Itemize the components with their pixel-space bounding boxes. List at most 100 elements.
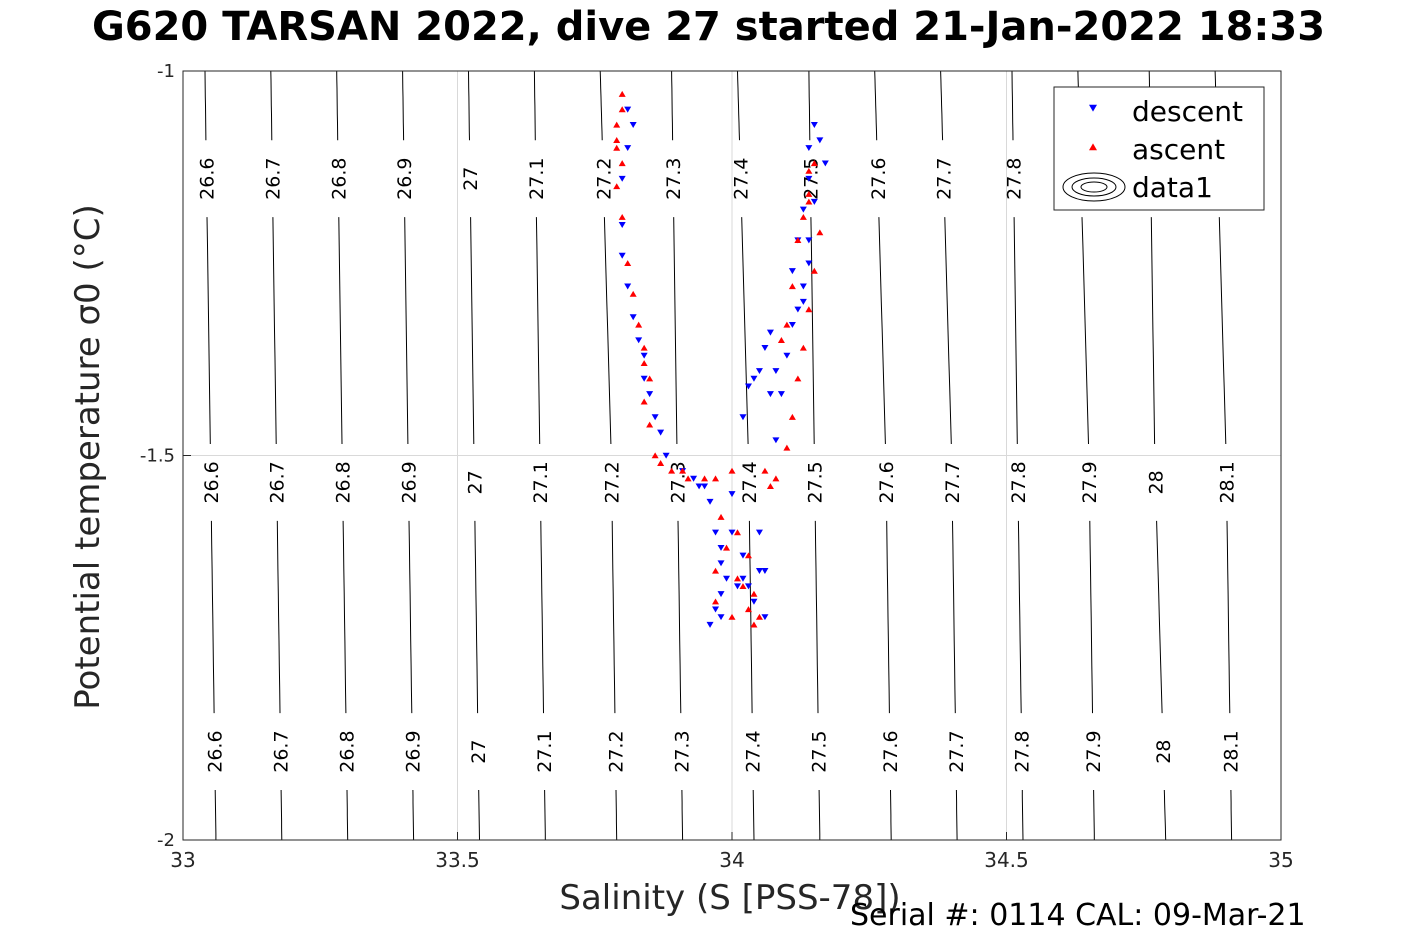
isopycnal-line [1089, 520, 1093, 714]
x-tick-label: 35 [1268, 848, 1293, 872]
isopycnal-label: 27.1 [526, 158, 548, 200]
isopycnal-line [1011, 70, 1014, 141]
isopycnal-line [270, 70, 273, 141]
isopycnal-line [1013, 217, 1018, 445]
isopycnal-line [818, 789, 821, 840]
isopycnal-line [1156, 520, 1163, 714]
x-axis-label: Salinity (S [PSS-78]) [559, 878, 901, 918]
descent-point [657, 429, 665, 436]
descent-point [706, 498, 714, 505]
isopycnal-line [611, 520, 616, 714]
isopycnal-line [204, 70, 207, 141]
ascent-point [750, 621, 758, 628]
isopycnal-label: 26.6 [205, 730, 227, 772]
isopycnal-line [404, 217, 409, 445]
ascent-point [772, 475, 780, 482]
descent-point [624, 283, 632, 290]
isopycnal-label: 27 [468, 740, 490, 764]
descent-point [761, 568, 769, 574]
legend-contour-ring [1062, 172, 1126, 202]
isopycnal-label: 27.9 [1083, 730, 1105, 772]
ascent-point [640, 398, 648, 405]
ascent-point [717, 513, 725, 520]
isopycnal-line [1021, 790, 1024, 841]
isopycnal-label: 26.7 [267, 461, 289, 503]
isopycnal-line [748, 520, 753, 714]
isopycnal-line [478, 789, 480, 841]
descent-point [728, 491, 736, 498]
isopycnal-line [1081, 217, 1089, 445]
descent-point [821, 160, 829, 167]
descent-point [755, 368, 763, 375]
ascent-point [739, 583, 747, 590]
descent-point [640, 375, 648, 382]
isopycnal-line [540, 520, 544, 714]
isopycnal-label: 28.1 [1220, 730, 1242, 772]
isopycnal-label: 28 [1146, 470, 1168, 494]
descent-point [717, 560, 725, 567]
isopycnal-line [944, 217, 952, 445]
descent-point [772, 437, 780, 444]
isopycnal-line [808, 70, 811, 141]
ascent-point [618, 160, 626, 167]
isopycnal-line [1150, 217, 1156, 445]
descent-point [799, 283, 807, 290]
descent-point [733, 583, 741, 590]
isopycnal-label: 27.4 [739, 461, 761, 503]
isopycnal-label: 27.1 [534, 730, 556, 772]
isopycnal-label: 27.6 [880, 730, 902, 772]
isopycnal-label: 28.1 [1217, 461, 1239, 503]
isopycnal-line [681, 789, 684, 841]
isopycnal-label: 27.5 [805, 461, 827, 503]
ascent-point [777, 337, 785, 343]
isopycnal-label: 27.6 [876, 461, 898, 503]
chart-title: G620 TARSAN 2022, dive 27 started 21-Jan… [91, 4, 1326, 50]
y-axis-label: Potential temperature σ0 (°C) [68, 204, 108, 710]
isopycnal-line [468, 70, 470, 141]
descent-point [810, 198, 818, 205]
descent-point [701, 483, 709, 490]
descent-point [646, 391, 654, 398]
descent-point [805, 145, 813, 152]
descent-point [761, 345, 769, 351]
descent-point [618, 222, 626, 228]
ascent-point [712, 598, 720, 605]
isopycnal-label: 27.3 [663, 158, 685, 200]
ascent-point [613, 137, 621, 144]
isopycnal-line [955, 789, 958, 841]
ascent-point [799, 213, 807, 220]
isopycnal-label: 27.8 [1004, 158, 1026, 200]
ascent-point [805, 167, 813, 174]
isopycnal-line [535, 217, 541, 445]
isopycnal-line [402, 70, 405, 141]
legend-ascent-marker [1089, 143, 1097, 151]
y-tick-label: -1.5 [140, 446, 175, 467]
y-tick-label: -2 [157, 830, 175, 851]
descent-point [624, 145, 632, 152]
ascent-point [750, 590, 758, 597]
density-contours: 26.6 26.6 26.6 26.7 26.7 26.7 26.8 26.8 26.8 26.9… [197, 70, 1242, 841]
descent-point [712, 606, 720, 613]
descent-point [805, 175, 813, 182]
isopycnal-line [1218, 217, 1227, 445]
serial-cal-footer: Serial #: 0114 CAL: 09-Mar-21 [850, 898, 1306, 933]
ascent-point [810, 267, 818, 274]
isopycnal-line [1230, 789, 1233, 841]
isopycnal-line [615, 789, 618, 841]
ascent-point [712, 567, 720, 574]
x-tick-label: 34 [719, 848, 744, 872]
isopycnal-label: 27.8 [1012, 730, 1034, 772]
isopycnal-label: 26.7 [262, 158, 284, 200]
isopycnal-label: 26.8 [333, 461, 355, 503]
descent-point [805, 237, 813, 244]
isopycnal-label: 26.6 [201, 461, 223, 503]
isopycnal-label: 27.7 [946, 730, 968, 772]
descent-point [739, 575, 747, 582]
ascent-point [640, 360, 648, 367]
descent-point [629, 314, 637, 321]
descent-point [618, 175, 626, 182]
isopycnal-label: 26.7 [271, 730, 293, 772]
isopycnal-line [1017, 520, 1022, 714]
descent-point [728, 529, 736, 536]
descent-point [766, 391, 774, 398]
